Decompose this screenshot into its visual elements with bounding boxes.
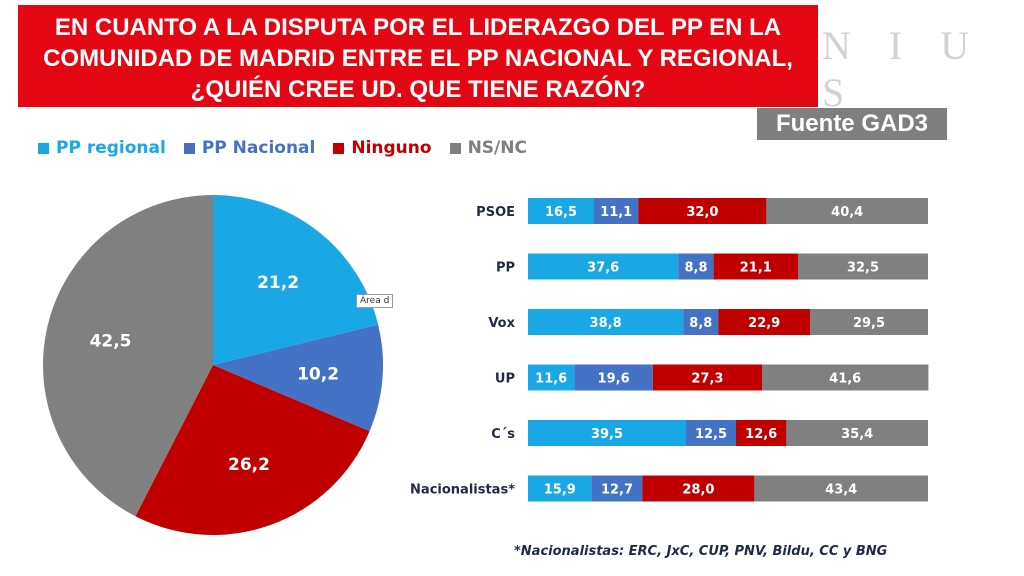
source-badge: Fuente GAD3 [757, 108, 947, 140]
bar-segment-up-ns-nc [762, 364, 929, 391]
bar-label-up-ns-nc: 41,6 [829, 372, 861, 387]
pie-label-ns-nc: 42,5 [90, 331, 132, 351]
legend-label: NS/NC [467, 138, 527, 158]
bar-segment-c-s-pp-regional [528, 420, 686, 446]
bar-label-vox-ns-nc: 29,5 [853, 316, 885, 331]
bar-segment-nacionalistas-pp-nacional [591, 475, 643, 502]
bar-segment-nacionalistas-pp-regional [528, 475, 592, 502]
bar-segment-vox-pp-regional [528, 309, 684, 335]
bar-label-pp-ninguno: 21,1 [740, 261, 772, 276]
pie-slice-ninguno [135, 365, 370, 535]
title-line-3: ¿QUIÉN CREE UD. QUE TIENE RAZÓN? [190, 76, 646, 103]
bar-label-pp-pp-regional: 37,6 [587, 261, 619, 276]
bar-label-psoe-ninguno: 32,0 [686, 205, 718, 220]
bar-label-c-s-pp-regional: 39,5 [591, 427, 623, 442]
bar-segment-pp-ninguno [713, 253, 798, 280]
legend-label: PP Nacional [201, 138, 316, 158]
legend-item-ninguno: Ninguno [333, 138, 432, 158]
area-tooltip: Área d [356, 294, 394, 308]
brand-logo: N I U S [822, 23, 984, 115]
bar-segment-vox-pp-nacional [683, 309, 719, 335]
bar-segment-c-s-pp-nacional [686, 420, 736, 446]
bar-segment-pp-pp-regional [528, 253, 679, 280]
bar-label-up-ninguno: 27,3 [691, 372, 723, 387]
footnote: *Nacionalistas: ERC, JxC, CUP, PNV, Bild… [514, 544, 888, 559]
pie-chart: 21,2 10,2 26,2 42,5 [43, 195, 383, 535]
title-banner: EN CUANTO A LA DISPUTA POR EL LIDERAZGO … [18, 5, 818, 107]
bar-label-nacionalistas-ns-nc: 43,4 [825, 483, 857, 498]
category-label-pp: PP [496, 261, 515, 276]
category-label-vox: Vox [488, 316, 515, 331]
category-label-psoe: PSOE [476, 205, 515, 220]
bar-segment-pp-ns-nc [798, 253, 928, 280]
legend-swatch [449, 142, 461, 154]
legend-item-pp-nacional: PP Nacional [183, 138, 316, 158]
bar-segment-nacionalistas-ns-nc [754, 475, 928, 502]
bar-label-psoe-pp-nacional: 11,1 [600, 205, 632, 220]
title-line-1: EN CUANTO A LA DISPUTA POR EL LIDERAZGO … [54, 14, 782, 41]
bar-label-up-pp-nacional: 19,6 [598, 372, 630, 387]
pie-slice-pp-nacional [213, 324, 383, 432]
bar-segment-nacionalistas-ninguno [642, 475, 755, 502]
bar-label-psoe-ns-nc: 40,4 [831, 205, 863, 220]
bar-segment-up-ninguno [652, 364, 762, 391]
bar-label-pp-pp-nacional: 8,8 [684, 261, 707, 276]
bar-label-c-s-ninguno: 12,6 [745, 427, 777, 442]
pie-slice-pp-regional [213, 195, 379, 365]
category-label-nacionalistas: Nacionalistas* [410, 483, 515, 498]
legend-label: Ninguno [351, 138, 432, 158]
pie-label-pp-regional: 21,2 [257, 273, 299, 293]
bar-segment-psoe-ninguno [638, 198, 767, 224]
bar-segment-up-pp-regional [528, 364, 575, 391]
bar-segment-vox-ns-nc [810, 309, 928, 335]
bar-segment-vox-ninguno [718, 309, 810, 335]
bar-label-c-s-pp-nacional: 12,5 [695, 427, 727, 442]
bar-segment-psoe-pp-regional [528, 198, 594, 224]
bar-segment-c-s-ns-nc [786, 420, 928, 446]
bar-segment-c-s-ninguno [736, 420, 787, 446]
bar-segment-psoe-ns-nc [766, 198, 928, 224]
bar-label-nacionalistas-pp-regional: 15,9 [544, 483, 576, 498]
legend-swatch [38, 142, 49, 154]
bar-segment-pp-pp-nacional [678, 253, 714, 280]
legend-swatch [183, 142, 195, 154]
legend-label: PP regional [56, 138, 166, 158]
legend: PP regional PP Nacional Ninguno NS/NC [38, 137, 545, 159]
bar-label-nacionalistas-ninguno: 28,0 [682, 483, 714, 498]
legend-item-pp-regional: PP regional [38, 138, 166, 158]
bar-label-nacionalistas-pp-nacional: 12,7 [601, 483, 633, 498]
bar-label-c-s-ns-nc: 35,4 [841, 427, 873, 442]
pie-slice-ns-nc [43, 195, 213, 517]
pie-label-pp-nacional: 10,2 [297, 364, 339, 384]
category-label-c-s: C´s [491, 427, 515, 442]
bar-label-up-pp-regional: 11,6 [535, 372, 567, 387]
legend-item-ns-nc: NS/NC [449, 138, 527, 158]
bar-label-vox-pp-nacional: 8,8 [689, 316, 712, 331]
legend-swatch [333, 142, 345, 154]
title-line-2: COMUNIDAD DE MADRID ENTRE EL PP NACIONAL… [43, 45, 793, 72]
bar-label-psoe-pp-regional: 16,5 [545, 205, 577, 220]
bar-label-vox-pp-regional: 38,8 [590, 316, 622, 331]
stacked-bar-chart: PSOE 16,5 11,1 32,0 40,4 PP 37,6 8,8 21,1 32,5 Vox… [410, 198, 929, 502]
bar-label-pp-ns-nc: 32,5 [847, 261, 879, 276]
bar-label-vox-ninguno: 22,9 [748, 316, 780, 331]
category-label-up: UP [495, 372, 515, 387]
bar-segment-psoe-pp-nacional [594, 198, 639, 224]
bar-segment-up-pp-nacional [574, 364, 653, 391]
pie-label-ninguno: 26,2 [228, 455, 270, 475]
